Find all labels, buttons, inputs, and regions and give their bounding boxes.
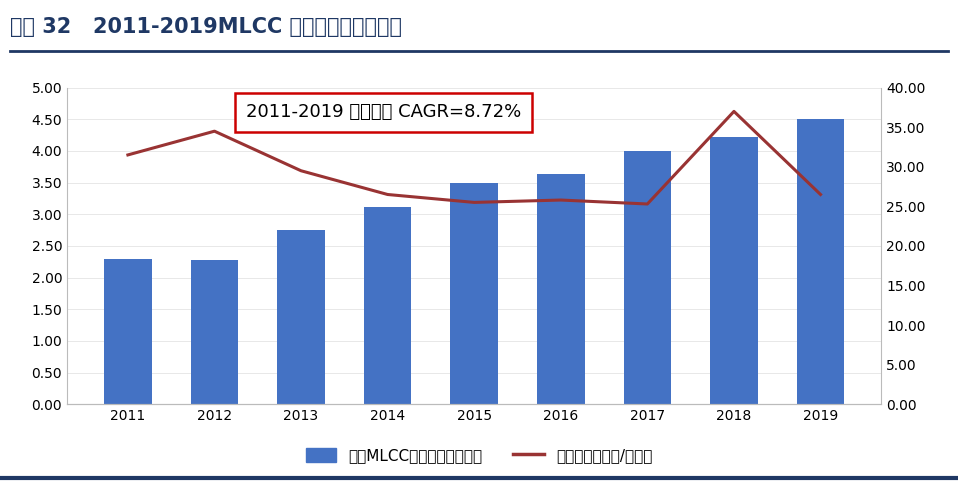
Bar xyxy=(537,174,584,404)
Bar xyxy=(364,206,411,404)
Bar xyxy=(191,261,239,404)
Text: 图表 32   2011-2019MLCC 市场规模和平均价格: 图表 32 2011-2019MLCC 市场规模和平均价格 xyxy=(10,17,401,37)
Bar xyxy=(797,119,844,404)
Bar xyxy=(104,259,151,404)
Legend: 全球MLCC出货量（万亿只）, 平均价格（美元/万只）: 全球MLCC出货量（万亿只）, 平均价格（美元/万只） xyxy=(300,442,658,469)
Bar xyxy=(710,137,758,404)
Bar xyxy=(624,151,672,404)
Bar xyxy=(450,183,498,404)
Text: 2011-2019 年出货量 CAGR=8.72%: 2011-2019 年出货量 CAGR=8.72% xyxy=(246,104,521,121)
Bar xyxy=(277,230,325,404)
